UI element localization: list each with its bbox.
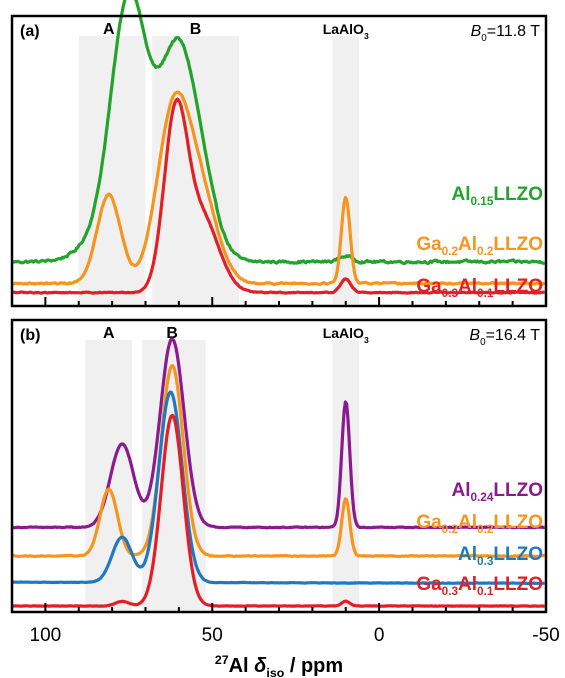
spectrum-line: [12, 0, 545, 266]
region-label-laalo: LaAlO3: [323, 21, 369, 41]
region-laalo-shading: [332, 340, 360, 610]
series-label: Ga0.2Al0.2LLZO: [416, 234, 543, 258]
x-axis-title: 27Al δiso / ppm: [215, 653, 343, 678]
region-label-a: A: [103, 325, 115, 342]
x-tick-label: -50: [532, 625, 559, 646]
x-tick-label: 0: [374, 625, 385, 646]
series-label: Ga0.3Al0.1LLZO: [416, 276, 543, 300]
region-laalo-shading: [332, 36, 360, 304]
x-tick-label: 50: [202, 625, 223, 646]
field-strength-label: B0=16.4 T: [469, 327, 540, 348]
spectrum-line: [12, 97, 545, 295]
spectrum-line: [12, 390, 545, 586]
series-label: Al0.15LLZO: [451, 184, 543, 208]
x-tick-label: 100: [30, 625, 62, 646]
series-label: Al0.24LLZO: [451, 480, 543, 504]
region-label-b: B: [190, 21, 202, 38]
spectrum-line: [12, 364, 545, 559]
region-label-a: A: [103, 21, 115, 38]
region-label-laalo: LaAlO3: [323, 325, 369, 345]
series-label: Al0.3LLZO: [458, 544, 543, 568]
panel-b: A B LaAlO3 (b) B0=16.4 T Al0.24LLZO Ga0.2Al0.2…: [10, 318, 560, 678]
region-label-b: B: [166, 325, 178, 342]
region-a-shading: [85, 340, 133, 610]
series-label: Ga0.3Al0.1LLZO: [416, 574, 543, 598]
panel-label: (b): [20, 327, 40, 344]
spectrum-line: [12, 90, 546, 287]
panel-label: (a): [20, 23, 40, 40]
series-label: Ga0.2Al0.2LLZO: [416, 512, 543, 536]
panel-a: A B LaAlO3 (a) B0=11.8 T Al0.15LLZO Ga0.2Al0.2…: [10, 0, 548, 308]
field-strength-label: B0=11.8 T: [471, 23, 541, 44]
spectrum-line: [12, 413, 545, 608]
